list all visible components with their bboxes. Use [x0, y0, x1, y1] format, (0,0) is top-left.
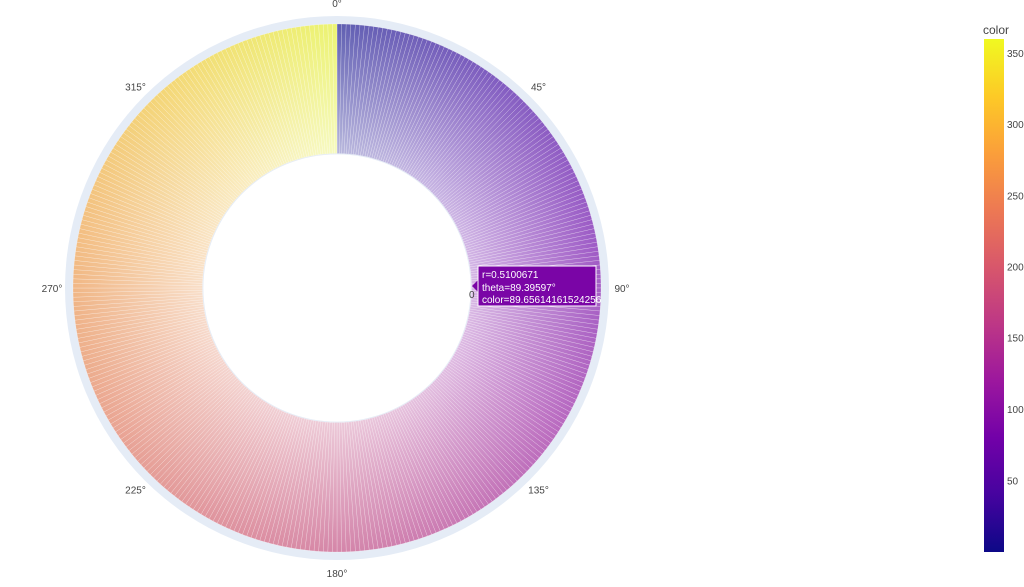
colorbar-tick-label: 350 [1007, 49, 1024, 60]
angular-tick-label: 270° [42, 284, 63, 295]
colorbar-tick-label: 100 [1007, 405, 1024, 416]
hover-axis-marker: 0 [469, 290, 475, 301]
angular-tick-label: 135° [528, 486, 549, 497]
hover-r: r=0.5100671 [482, 270, 539, 281]
angular-axis: 0° 45° 90° 135° 180° 225° 270° 315° [42, 0, 630, 580]
hover-box [477, 265, 597, 307]
angular-tick-label: 315° [125, 83, 146, 94]
bar-fade-overlay [73, 24, 601, 552]
angular-tick-label: 180° [327, 569, 348, 580]
colorbar-tick-label: 200 [1007, 263, 1024, 274]
colorbar-title: color [983, 23, 1009, 37]
hover-color: color=89.65614161524256 [482, 295, 602, 306]
angular-tick-label: 90° [614, 284, 629, 295]
colorbar-ticks: 50 100 150 200 250 300 350 [1007, 49, 1024, 487]
bar-series[interactable] [72, 23, 602, 553]
colorbar: color 50 100 150 200 250 300 350 [983, 23, 1024, 552]
colorbar-tick-label: 150 [1007, 334, 1024, 345]
colorbar-tick-label: 250 [1007, 191, 1024, 202]
hover-pointer [472, 280, 478, 292]
polar-hole [203, 154, 471, 422]
colorbar-tick-label: 300 [1007, 120, 1024, 131]
angular-tick-label: 45° [531, 83, 546, 94]
hover-theta: theta=89.39597° [482, 283, 556, 294]
colorbar-bar [984, 39, 1004, 552]
angular-tick-label: 225° [125, 486, 146, 497]
colorbar-tick-label: 50 [1007, 476, 1019, 487]
hover-tooltip: r=0.5100671 theta=89.39597° color=89.656… [469, 265, 602, 307]
angular-tick-label: 0° [332, 0, 342, 10]
